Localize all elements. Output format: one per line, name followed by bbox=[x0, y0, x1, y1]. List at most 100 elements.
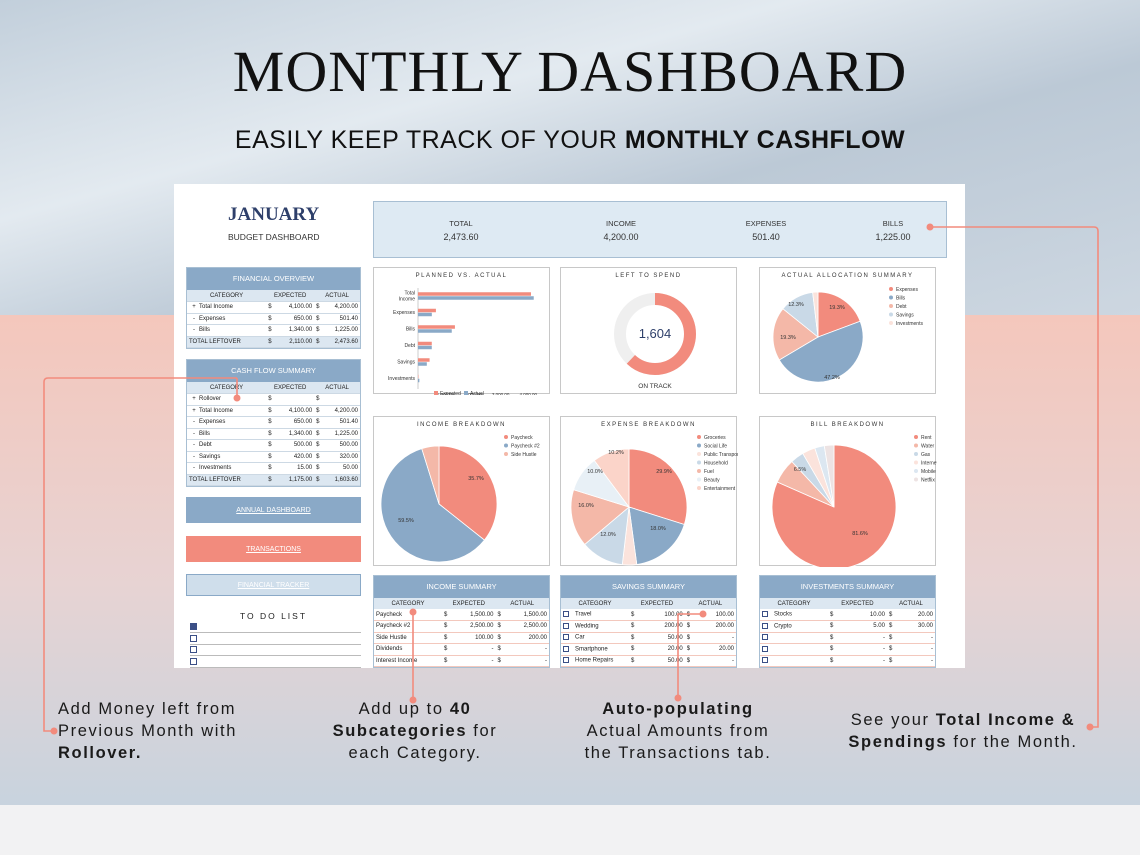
row-currency: $ bbox=[886, 620, 901, 633]
expense-breakdown-title: EXPENSE BREAKDOWN bbox=[601, 422, 696, 428]
row-currency: $ bbox=[314, 451, 324, 463]
legend-swatch bbox=[464, 391, 468, 395]
table-row: - Bills $1,340.00 $1,225.00 bbox=[187, 324, 360, 337]
legend-swatch bbox=[697, 435, 701, 439]
todo-checkbox[interactable] bbox=[190, 657, 197, 665]
row-checkbox[interactable] bbox=[563, 611, 569, 618]
legend-swatch bbox=[504, 435, 508, 439]
row-checkbox[interactable] bbox=[563, 645, 569, 652]
row-checkbox[interactable] bbox=[563, 634, 569, 641]
row-currency: $ bbox=[684, 655, 698, 667]
income-breakdown-title: INCOME BREAKDOWN bbox=[416, 422, 506, 428]
row-currency: $ bbox=[314, 405, 324, 417]
allocation-chart: 19.3% 47.2% 19.3% 12.3% Expenses Bills Debt Sav… bbox=[772, 287, 923, 383]
row-expected: 4,100.00 bbox=[276, 301, 315, 314]
row-expected: - bbox=[453, 655, 496, 667]
row-currency: $ bbox=[828, 609, 845, 621]
table-row: $ - $ - bbox=[760, 655, 935, 667]
row-actual: 320.00 bbox=[323, 451, 360, 463]
row-category bbox=[760, 655, 828, 667]
table-row: - Investments $15.00 $50.00 bbox=[187, 462, 360, 475]
category-label: Debt bbox=[404, 343, 415, 349]
legend-swatch bbox=[914, 460, 918, 465]
x-tick-label: 3,000.00 bbox=[492, 392, 510, 395]
row-expected: 1,500.00 bbox=[453, 609, 496, 621]
legend-swatch bbox=[434, 391, 438, 395]
row-actual: 1,225.00 bbox=[323, 428, 360, 440]
legend-swatch bbox=[914, 477, 918, 482]
allocation-title: ACTUAL ALLOCATION SUMMARY bbox=[781, 273, 914, 279]
table-row: Travel $100.00 $100.00 bbox=[561, 609, 736, 621]
row-expected: 500.00 bbox=[276, 439, 315, 452]
row-category: + Rollover bbox=[187, 393, 267, 406]
planned-vs-actual-title: PLANNED VS. ACTUAL bbox=[415, 273, 508, 279]
todo-item[interactable] bbox=[190, 634, 361, 645]
left-to-spend-card: LEFT TO SPEND 1,604 ON TRACK bbox=[560, 267, 737, 394]
row-category: Home Repairs bbox=[561, 655, 629, 667]
row-category: Interest Income bbox=[374, 655, 442, 667]
financial-overview-title: FINANCIAL OVERVIEW bbox=[187, 268, 360, 290]
row-actual: 20.00 bbox=[900, 609, 935, 621]
annotation-auto-populating: Auto-populating Actual Amounts from the Tr… bbox=[584, 700, 772, 762]
legend-swatch bbox=[697, 452, 701, 456]
slice-label: 10.0% bbox=[587, 469, 603, 475]
row-checkbox[interactable] bbox=[762, 645, 768, 652]
row-category: - Savings bbox=[187, 451, 267, 463]
row-checkbox[interactable] bbox=[762, 622, 768, 629]
table-row: + Rollover $ $ bbox=[187, 393, 360, 406]
row-expected: 4,100.00 bbox=[276, 405, 315, 417]
row-expected: 100.00 bbox=[642, 609, 685, 621]
table-row: Smartphone $20.00 $20.00 bbox=[561, 643, 736, 656]
legend-label: Paycheck #2 bbox=[511, 443, 540, 449]
row-currency: $ bbox=[828, 655, 845, 667]
todo-checkbox[interactable] bbox=[190, 623, 197, 630]
todo-item[interactable] bbox=[190, 657, 361, 668]
todo-checkbox[interactable] bbox=[190, 634, 197, 642]
row-currency: $ bbox=[314, 393, 324, 406]
row-actual: 4,200.00 bbox=[323, 405, 360, 417]
row-category: Stocks bbox=[760, 609, 828, 621]
row-currency: $ bbox=[266, 439, 277, 452]
row-currency: $ bbox=[629, 643, 643, 656]
legend-label: Household bbox=[704, 460, 728, 466]
table-row: Crypto $5.00 $30.00 bbox=[760, 620, 935, 633]
todo-item[interactable] bbox=[190, 645, 361, 656]
savings-summary-body: Travel $100.00 $100.00 Wedding $200.00 $200.0… bbox=[561, 609, 736, 667]
legend-label: Entertainment bbox=[704, 486, 736, 492]
row-category: + Total Income bbox=[187, 301, 267, 314]
bar-expected bbox=[418, 325, 455, 329]
row-currency: $ bbox=[495, 609, 507, 621]
financial-overview-body: + Total Income $4,100.00 $4,200.00- Expenses… bbox=[187, 301, 360, 348]
kpi-income: INCOME 4,200.00 bbox=[603, 219, 639, 242]
row-currency: $ bbox=[266, 428, 277, 440]
row-checkbox[interactable] bbox=[762, 657, 768, 664]
todo-checkbox[interactable] bbox=[190, 646, 197, 653]
financial-tracker-button[interactable]: FINANCIAL TRACKER bbox=[186, 574, 361, 596]
row-category: - Debt bbox=[187, 439, 267, 452]
row-checkbox[interactable] bbox=[563, 622, 569, 629]
row-currency: $ bbox=[684, 632, 698, 644]
todo-item[interactable] bbox=[190, 622, 361, 633]
row-currency: $ bbox=[266, 474, 277, 486]
cash-flow-title: CASH FLOW SUMMARY bbox=[187, 360, 360, 382]
legend-swatch bbox=[889, 295, 893, 300]
row-currency: $ bbox=[266, 336, 277, 348]
row-checkbox[interactable] bbox=[762, 611, 768, 618]
planned-vs-actual-chart: Total Income Expenses Bills Debt Savings Inves… bbox=[388, 288, 537, 395]
pie-slice bbox=[628, 506, 685, 565]
row-expected: 5.00 bbox=[844, 620, 887, 633]
slice-label: 19.3% bbox=[780, 335, 796, 341]
transactions-button[interactable]: TRANSACTIONS bbox=[186, 536, 361, 562]
row-checkbox[interactable] bbox=[762, 634, 768, 641]
slice-label: 47.2% bbox=[824, 375, 840, 381]
row-actual: 501.40 bbox=[323, 416, 360, 429]
row-checkbox[interactable] bbox=[563, 657, 569, 664]
slice-label: 12.0% bbox=[600, 532, 616, 538]
expense-breakdown-card: EXPENSE BREAKDOWN 29.9% 18.0% 12.0% 16.0% 10… bbox=[560, 416, 738, 566]
annual-dashboard-button[interactable]: ANNUAL DASHBOARD bbox=[186, 497, 361, 523]
row-expected: 10.00 bbox=[844, 609, 887, 621]
category-label: Expenses bbox=[393, 310, 415, 316]
total-actual: 2,473.60 bbox=[323, 336, 360, 348]
row-actual: 30.00 bbox=[900, 620, 935, 633]
row-expected: 1,340.00 bbox=[276, 428, 315, 440]
